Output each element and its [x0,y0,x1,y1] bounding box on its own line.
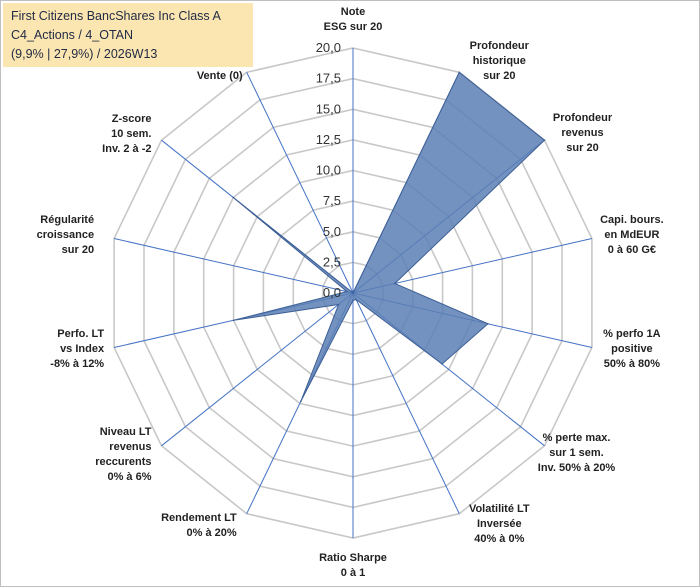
axis-label: Profondeur historique sur 20 [470,40,530,82]
data-point [352,299,354,302]
axis-label: Z-score 10 sem. Inv. 2 à -2 [102,113,151,155]
chart-period: (9,9% | 27,9%) / 2026W13 [11,47,158,61]
data-point [355,298,358,301]
axis-label-line: vs Index [60,343,105,355]
axis-label-line: Inv. 50% à 20% [538,462,616,474]
axis-label-line: Inversée [477,518,522,530]
axis-label-line: 40% à 0% [474,533,524,545]
data-point [441,363,443,365]
axis-label-line: Ratio Sharpe [319,552,387,564]
axis-label-line: revenus [561,127,603,139]
axis-label-line: sur 1 sem. [549,447,603,459]
axis-label-line: Profondeur [470,40,530,52]
axis-label: Volatilité LT Inversée 40% à 0% [469,503,530,545]
axis-label-line: Perfo. LT [57,328,104,340]
data-point [232,196,235,199]
tick-label: 2,5 [323,254,341,269]
axis-label-line: positive [611,343,653,355]
tick-label: 15,0 [316,101,341,116]
axis-label: Capi. bours. en MdEUR 0 à 60 G€ [600,214,664,256]
tick-label: 17,5 [316,71,341,86]
axis-spoke [161,292,354,447]
data-point [487,323,489,325]
axis-label-line: Capi. bours. [600,214,664,226]
axis-label-line: 0 à 60 G€ [608,244,656,256]
tick-label: 7,5 [323,193,341,208]
axis-label: Régularité croissance sur 20 [37,214,94,256]
axis-spoke [352,292,460,514]
axis-label-line: sur 20 [566,142,598,154]
axis-label-line: historique [473,55,526,67]
tick-label: 0,0 [323,285,341,300]
axis-label-line: sur 20 [483,70,515,82]
axis-label-line: revenus [109,441,151,453]
axis-label-line: Volatilité LT [469,503,530,515]
axis-spoke [113,238,354,294]
axis-label: Profondeur revenus sur 20 [553,112,613,154]
axis-label-line: croissance [37,229,94,241]
axis-label-line: 0 à 1 [341,567,365,579]
tick-label: 12,5 [316,132,341,147]
axis-spoke [246,72,354,294]
axis-label-line: ESG sur 20 [324,21,383,33]
axis-label: % perfo 1A positive 50% à 80% [603,328,661,370]
data-series-area [232,71,546,402]
axis-label-line: 10 sem. [111,128,151,140]
data-point [300,400,302,403]
axis-label-line: 0% à 6% [107,471,151,483]
axis-label: Perfo. LT vs Index -8% à 12% [50,328,105,370]
data-point [337,303,340,306]
data-point [346,290,348,293]
axis-label-line: Régularité [40,214,94,226]
tick-label: 10,0 [316,163,341,178]
data-point [352,292,354,294]
axis-label-line: reccurents [95,456,151,468]
axis-label-line: % perfo 1A [603,328,661,340]
tick-label: 5,0 [323,224,341,239]
axis-label-line: -8% à 12% [50,358,104,370]
axis-label-line: Profondeur [553,112,613,124]
axis-label-line: Inv. 2 à -2 [102,143,151,155]
axis-label-line: Niveau LT [100,426,152,438]
axis-label-line: sur 20 [62,244,94,256]
chart-title-box: First Citizens BancShares Inc Class A C4… [3,3,253,67]
chart-subtitle: C4_Actions / 4_OTAN [11,28,134,42]
axis-label: Rendement LT 0% à 20% [161,512,237,539]
data-point [232,319,235,322]
tick-label: 20,0 [316,40,341,55]
axis-label: % perte max. sur 1 sem. Inv. 50% à 20% [538,432,616,474]
axis-label-line: Rendement LT [161,512,237,524]
axis-label: Niveau LT revenus reccurents 0% à 6% [95,426,152,483]
data-point [458,71,461,74]
axis-label-line: 50% à 80% [604,358,660,370]
data-point [543,139,546,141]
axis-label-line: Note [341,6,365,18]
data-point [394,282,396,285]
axis-label: Note ESG sur 20 [324,6,383,33]
axis-label-line: Vente (0) [197,70,243,82]
chart-title: First Citizens BancShares Inc Class A [11,9,221,23]
axis-label-line: % perte max. [543,432,611,444]
axis-label-line: en MdEUR [604,229,659,241]
axis-label-line: 0% à 20% [187,527,237,539]
axis-label-line: Z-score [112,113,152,125]
axis-label: Ratio Sharpe 0 à 1 [319,552,387,579]
